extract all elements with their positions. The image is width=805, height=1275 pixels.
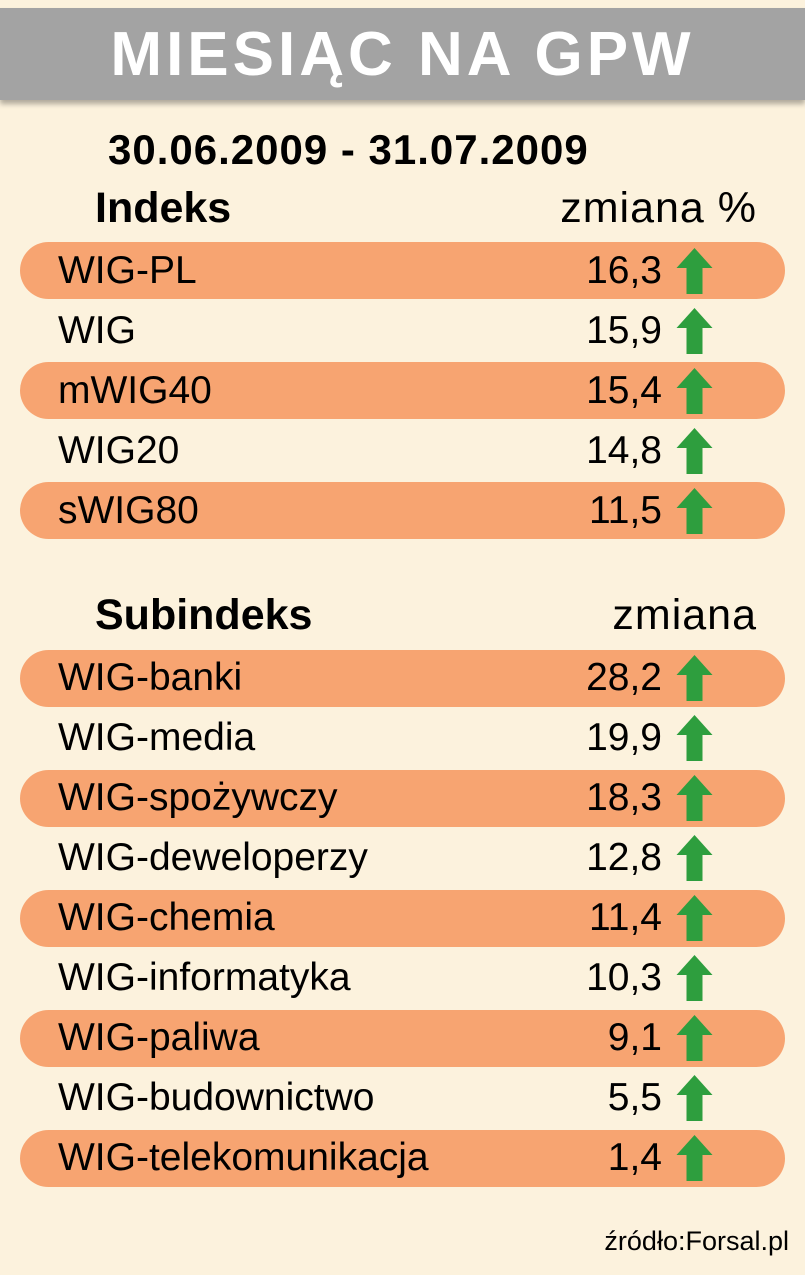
table-row: WIG-telekomunikacja 1,4 (20, 1129, 785, 1187)
index-label: WIG-informatyka (58, 956, 351, 1000)
table-row: mWIG40 15,4 (20, 362, 785, 420)
change-value: 16,3 (586, 248, 662, 292)
index-label: WIG-deweloperzy (58, 836, 368, 880)
arrow-up-icon (676, 367, 713, 414)
infographic-page: { "header": { "title": "MIESIĄC NA GPW" … (0, 8, 805, 1275)
arrow-up-icon (676, 895, 713, 942)
change-value: 11,5 (588, 488, 662, 532)
change-value: 5,5 (607, 1076, 662, 1120)
index-label: WIG-banki (58, 656, 243, 700)
table-row: WIG-chemia 11,4 (20, 889, 785, 947)
arrow-up-icon (676, 1075, 713, 1122)
index-label: sWIG80 (58, 488, 199, 532)
table-row: WIG-banki 28,2 (20, 649, 785, 707)
table-row: WIG-paliwa 9,1 (20, 1009, 785, 1067)
change-value: 10,3 (586, 956, 662, 1000)
change-value: 14,8 (586, 428, 662, 472)
change-value: 19,9 (586, 716, 662, 760)
column-header-change: zmiana (612, 591, 757, 640)
arrow-up-icon (676, 775, 713, 822)
arrow-up-icon (676, 1015, 713, 1062)
section-indeks: Indeks zmiana % WIG-PL 16,3 WIG 15,9 mWIG40 15,… (0, 178, 805, 540)
section-header: Indeks zmiana % (0, 178, 805, 239)
table-row: WIG-deweloperzy 12,8 (20, 830, 785, 887)
table-row: WIG-informatyka 10,3 (20, 950, 785, 1007)
index-label: WIG-PL (58, 248, 197, 292)
table-row: WIG-budownictwo 5,5 (20, 1070, 785, 1127)
section-header: Subindeks zmiana (0, 585, 805, 646)
index-label: WIG (58, 308, 136, 352)
arrow-up-icon (676, 1135, 713, 1182)
arrow-up-icon (676, 487, 713, 534)
change-value: 15,9 (586, 308, 662, 352)
arrow-up-icon (676, 835, 713, 882)
index-label: WIG-budownictwo (58, 1076, 375, 1120)
column-header-name: Subindeks (95, 591, 313, 640)
table-row: WIG-media 19,9 (20, 710, 785, 767)
date-range: 30.06.2009 - 31.07.2009 (108, 126, 589, 173)
index-label: WIG20 (58, 428, 180, 472)
arrow-up-icon (676, 715, 713, 762)
arrow-up-icon (676, 655, 713, 702)
title-bar: MIESIĄC NA GPW (0, 8, 805, 100)
table-row: WIG-spożywczy 18,3 (20, 769, 785, 827)
index-tables: Indeks zmiana % WIG-PL 16,3 WIG 15,9 mWIG40 15,… (0, 178, 805, 1187)
arrow-up-icon (676, 247, 713, 294)
index-label: WIG-telekomunikacja (58, 1136, 429, 1180)
arrow-up-icon (676, 307, 713, 354)
change-value: 18,3 (586, 776, 662, 820)
arrow-up-icon (676, 955, 713, 1002)
table-row: WIG 15,9 (20, 302, 785, 359)
source-credit: źródło:Forsal.pl (604, 1226, 789, 1256)
page-title: MIESIĄC NA GPW (110, 19, 695, 89)
arrow-up-icon (676, 427, 713, 474)
section-subindeks: Subindeks zmiana WIG-banki 28,2 WIG-media 19,… (0, 585, 805, 1187)
index-label: WIG-media (58, 716, 256, 760)
column-header-name: Indeks (95, 184, 232, 232)
column-header-change: zmiana % (560, 184, 757, 232)
change-value: 12,8 (586, 836, 662, 880)
table-row: WIG20 14,8 (20, 422, 785, 479)
table-row: WIG-PL 16,3 (20, 242, 785, 300)
change-value: 11,4 (588, 896, 662, 940)
change-value: 9,1 (607, 1016, 662, 1060)
change-value: 15,4 (586, 368, 662, 412)
index-label: WIG-paliwa (58, 1016, 260, 1060)
index-label: mWIG40 (58, 368, 212, 412)
index-label: WIG-spożywczy (58, 776, 338, 820)
change-value: 28,2 (586, 656, 662, 700)
change-value: 1,4 (607, 1136, 662, 1180)
table-row: sWIG80 11,5 (20, 482, 785, 540)
index-label: WIG-chemia (58, 896, 275, 940)
